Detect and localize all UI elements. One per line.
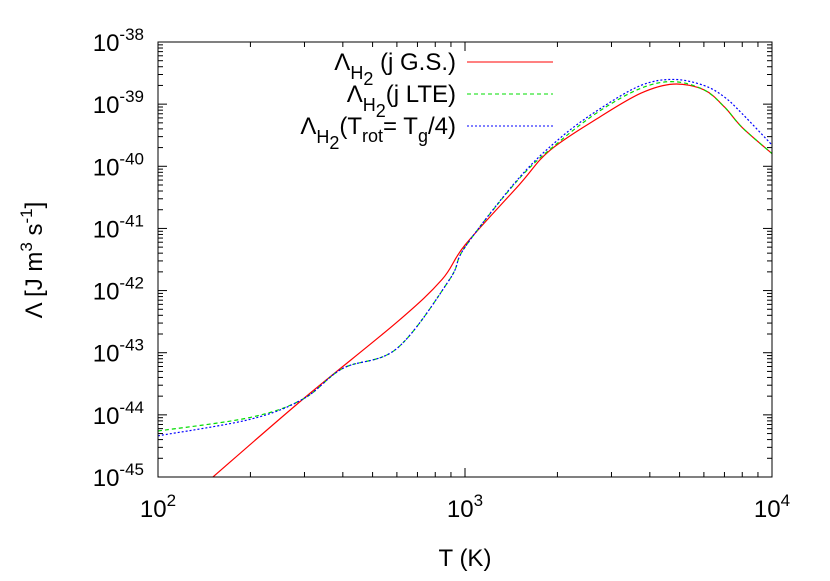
legend: ΛH2 (j G.S.) ΛH2(j LTE) ΛH2(Trot= Tg/4) (300, 49, 553, 153)
axis-ticks (157, 41, 773, 478)
y-tick-label: 10-45 (93, 460, 144, 492)
svg-text:ΛH2(j LTE): ΛH2(j LTE) (347, 81, 456, 121)
x-tick-label: 102 (140, 491, 176, 523)
y-tick-label: 10-44 (93, 398, 144, 430)
x-axis-label: T (K) (439, 545, 492, 572)
series-group (158, 78, 772, 477)
y-tick-label: 10-41 (93, 211, 144, 243)
y-tick-labels: 10-38 10-39 10-40 10-41 10-42 10-43 10-44 10-45 (93, 25, 144, 492)
series-line-1 (158, 81, 772, 432)
legend-entry-trot: ΛH2(Trot= Tg/4) (300, 113, 553, 153)
y-tick-label: 10-40 (93, 149, 144, 181)
svg-text:ΛH2 (j G.S.): ΛH2 (j G.S.) (334, 49, 456, 89)
series-line-0 (212, 83, 772, 477)
y-tick-label: 10-42 (93, 274, 144, 306)
legend-entry-lte: ΛH2(j LTE) (347, 81, 553, 121)
x-tick-label: 104 (754, 491, 790, 523)
y-axis-label: Λ [J m3 s-1] (17, 202, 48, 319)
x-tick-label: 103 (447, 491, 483, 523)
x-tick-labels: 102 103 104 (140, 491, 790, 523)
y-tick-label: 10-39 (93, 87, 144, 119)
plot-frame (157, 41, 773, 478)
legend-entry-gs: ΛH2 (j G.S.) (334, 49, 553, 89)
y-tick-label: 10-38 (93, 25, 144, 57)
y-tick-label: 10-43 (93, 336, 144, 368)
svg-text:ΛH2(Trot= Tg/4): ΛH2(Trot= Tg/4) (300, 113, 456, 153)
series-line-2 (158, 78, 772, 437)
